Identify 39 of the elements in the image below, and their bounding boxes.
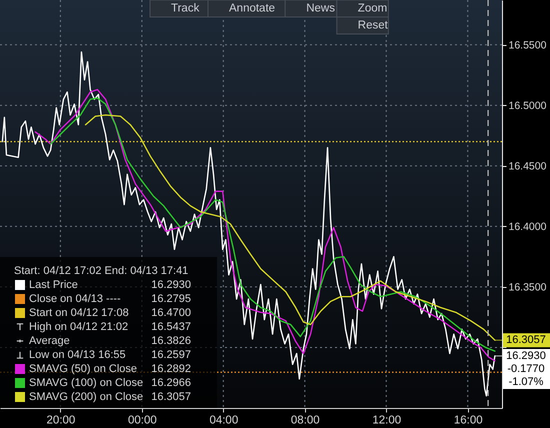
annotation: Reset [358,20,389,32]
annotation: News [306,2,336,14]
y-tick-label: 16.4500 [508,160,547,172]
annotation: 16.4700 [151,307,191,319]
legend-title: Start: 04/12 17:02 End: 04/13 17:41 [14,265,188,277]
x-tick-label: 16:00 [454,414,483,426]
annotation: 16.2966 [151,377,191,389]
annotation: 16.2892 [151,363,191,375]
annotation: Zoom [358,2,388,14]
legend-label: Start on 04/12 17:08 [29,307,129,319]
y-tick-label: 16.5000 [508,100,547,112]
text: -1.07% [508,376,544,388]
x-tick-label: 20:00 [46,414,76,426]
legend-label: SMAVG (100) on Close [29,377,144,389]
legend-label: Close on 04/13 ---- [29,293,122,305]
x-tick-label: 04:00 [209,414,238,426]
x-tick-label: 08:00 [290,414,320,426]
annotation: 16.2930 [506,350,546,362]
annotation: High on 04/12 21:02 [29,321,128,333]
annotation: Track [171,2,200,14]
annotation: 16.2597 [151,349,191,361]
x-tick-label: 12:00 [372,414,402,426]
annotation: Low on 04/13 16:55 [29,349,126,361]
legend-label: SMAVG (50) on Close [29,363,138,375]
y-tick-label: 16.3500 [508,281,547,294]
annotation: 16.3057 [506,334,546,346]
y-tick-label: 16.5500 [508,39,547,52]
y-tick-label: 16.4000 [508,220,547,233]
annotation: 16.5437 [151,321,191,333]
annotation: Annotate [229,2,276,14]
annotation: 16.3057 [151,391,191,403]
annotation: Average [29,335,70,347]
legend-label: SMAVG (200) on Close [29,391,144,403]
annotation: 16.3826 [151,335,191,347]
annotation: 16.2795 [151,293,191,305]
text: -0.1770 [507,362,545,375]
x-tick-label: 00:00 [128,414,157,426]
legend-label: Last Price [29,279,78,291]
annotation: 16.2930 [151,279,191,291]
